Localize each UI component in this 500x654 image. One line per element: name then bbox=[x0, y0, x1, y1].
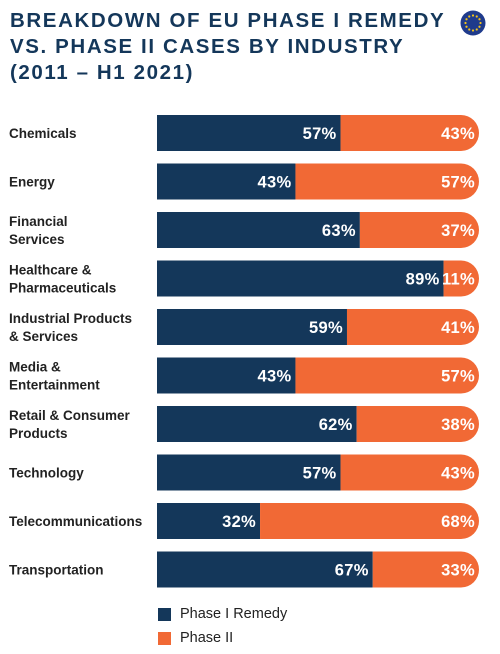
bar-phase1 bbox=[157, 551, 373, 588]
bar-phase2 bbox=[356, 406, 479, 442]
value-label-phase2: 38% bbox=[441, 416, 475, 434]
bar-phase2 bbox=[443, 260, 479, 297]
bar-phase2 bbox=[340, 115, 479, 151]
category-label: Services bbox=[9, 232, 65, 247]
value-label-phase2: 57% bbox=[441, 174, 475, 192]
value-label-phase2: 43% bbox=[441, 125, 475, 143]
bar-phase2 bbox=[359, 212, 479, 248]
bar-phase1 bbox=[157, 454, 341, 491]
category-label: Retail & Consumer bbox=[9, 408, 131, 423]
category-label: Transportation bbox=[9, 563, 104, 578]
legend: Phase I Remedy Phase II bbox=[158, 602, 287, 650]
value-label-phase1: 63% bbox=[322, 222, 356, 240]
value-label-phase2: 57% bbox=[441, 368, 475, 386]
legend-item-phase1: Phase I Remedy bbox=[158, 602, 287, 626]
category-label: Healthcare & bbox=[9, 263, 92, 278]
value-label-phase2: 68% bbox=[441, 513, 475, 531]
value-label-phase1: 59% bbox=[309, 319, 343, 337]
bar-phase1 bbox=[157, 212, 360, 248]
category-label: Media & bbox=[9, 360, 61, 375]
bar-phase2 bbox=[346, 309, 479, 345]
category-label: Pharmaceuticals bbox=[9, 281, 116, 296]
legend-label-phase2: Phase II bbox=[180, 630, 234, 646]
value-label-phase2: 41% bbox=[441, 319, 475, 337]
value-label-phase2: 43% bbox=[441, 465, 475, 483]
bar-phase1 bbox=[157, 163, 296, 200]
value-label-phase1: 57% bbox=[303, 465, 337, 483]
legend-label-phase1: Phase I Remedy bbox=[180, 606, 288, 622]
category-label: Technology bbox=[9, 466, 84, 481]
value-label-phase1: 89% bbox=[406, 271, 440, 289]
value-label-phase1: 43% bbox=[258, 368, 292, 386]
stacked-bar-chart: 57% 43% Chemicals 43% 57% Energy 63% 37% Financi… bbox=[9, 115, 479, 588]
value-label-phase1: 57% bbox=[303, 125, 337, 143]
category-label: Financial bbox=[9, 214, 68, 229]
category-label: & Services bbox=[9, 329, 78, 344]
title-line: VS. PHASE II CASES BY INDUSTRY bbox=[10, 35, 405, 58]
title-line: (2011 – H1 2021) bbox=[10, 61, 195, 84]
bar-phase2 bbox=[340, 454, 479, 491]
value-label-phase1: 62% bbox=[319, 416, 353, 434]
bar-phase1 bbox=[157, 260, 444, 297]
category-label: Chemicals bbox=[9, 126, 77, 141]
value-label-phase2: 33% bbox=[441, 562, 475, 580]
category-label: Entertainment bbox=[9, 378, 100, 393]
chart-title: BREAKDOWN OF EU PHASE I REMEDY VS. PHASE… bbox=[10, 8, 450, 86]
category-label: Industrial Products bbox=[9, 311, 132, 326]
value-label-phase2: 11% bbox=[442, 271, 475, 289]
legend-swatch-phase1 bbox=[158, 607, 171, 621]
bar-phase2 bbox=[295, 357, 479, 394]
bar-phase2 bbox=[260, 503, 479, 539]
bar-phase1 bbox=[157, 503, 261, 539]
legend-swatch-phase2 bbox=[158, 631, 171, 645]
eu-flag-icon bbox=[460, 10, 486, 36]
value-label-phase1: 67% bbox=[335, 562, 369, 580]
value-label-phase1: 43% bbox=[258, 174, 292, 192]
bar-phase1 bbox=[157, 309, 347, 345]
bar-phase1 bbox=[157, 115, 341, 151]
title-line: BREAKDOWN OF EU PHASE I REMEDY bbox=[10, 9, 446, 32]
bar-phase2 bbox=[372, 551, 479, 588]
bar-phase1 bbox=[157, 357, 296, 394]
category-label: Products bbox=[9, 426, 68, 441]
category-label: Energy bbox=[9, 175, 55, 190]
bar-phase2 bbox=[295, 163, 479, 200]
value-label-phase2: 37% bbox=[441, 222, 475, 240]
value-label-phase1: 32% bbox=[222, 513, 256, 531]
legend-item-phase2: Phase II bbox=[158, 626, 287, 650]
bar-phase1 bbox=[157, 406, 357, 442]
category-label: Telecommunications bbox=[9, 514, 142, 529]
